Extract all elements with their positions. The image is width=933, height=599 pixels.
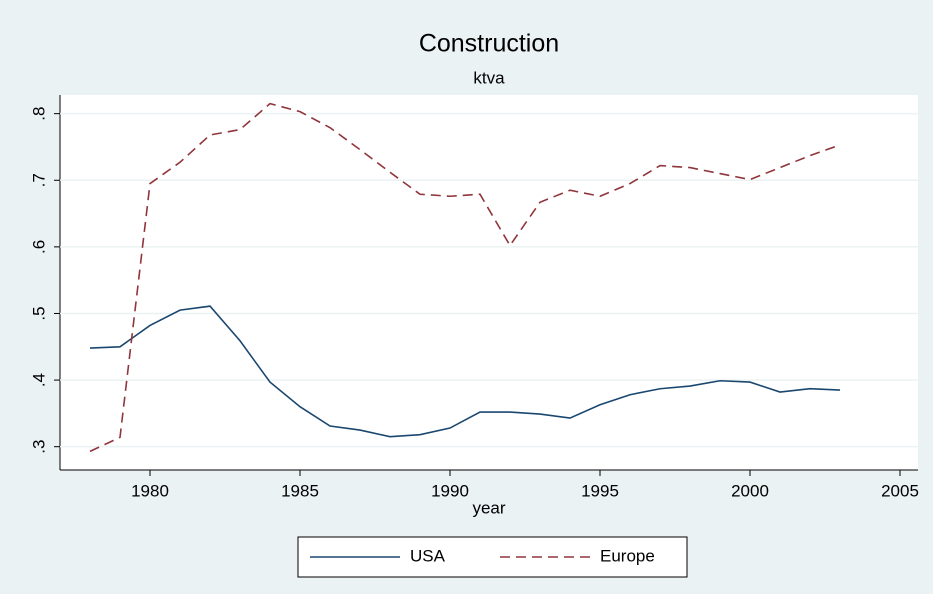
x-tick-label: 2000 xyxy=(731,481,769,500)
y-tick-label: .7 xyxy=(29,173,48,187)
y-tick-label: .3 xyxy=(29,440,48,454)
legend-label: Europe xyxy=(600,546,655,565)
x-tick-label: 1995 xyxy=(581,481,619,500)
x-axis-title: year xyxy=(472,498,505,517)
y-tick-label: .8 xyxy=(29,107,48,121)
y-tick-label: .5 xyxy=(29,306,48,320)
chart-subtitle: ktva xyxy=(473,68,505,87)
line xyxy=(89,305,841,438)
x-tick-label: 1985 xyxy=(281,481,319,500)
plot-area xyxy=(60,95,918,470)
x-tick-label: 1980 xyxy=(131,481,169,500)
y-tick-label: .4 xyxy=(29,373,48,387)
y-tick-label: .6 xyxy=(29,240,48,254)
chart-title: Construction xyxy=(419,30,559,58)
x-tick-label: 2005 xyxy=(881,481,919,500)
x-tick-label: 1990 xyxy=(431,481,469,500)
line xyxy=(89,102,841,453)
legend-label: USA xyxy=(410,546,446,565)
